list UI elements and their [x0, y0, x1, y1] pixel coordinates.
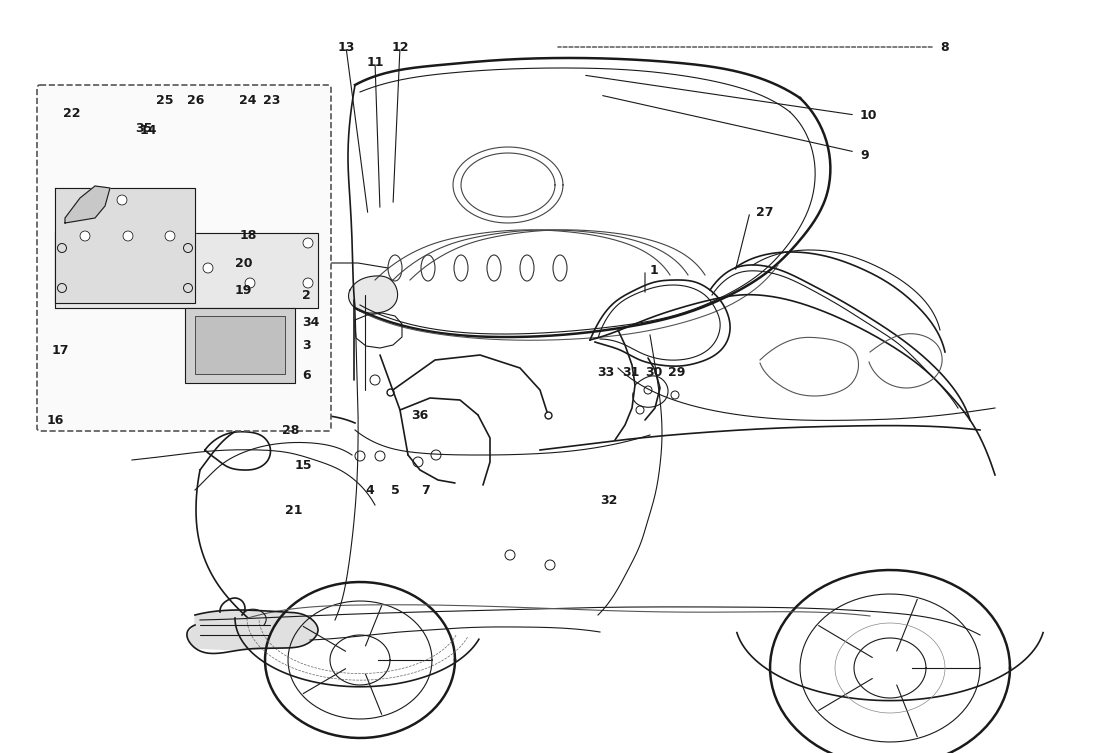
Text: 9: 9 [860, 148, 869, 161]
Circle shape [117, 195, 126, 205]
Circle shape [302, 238, 313, 248]
Text: 13: 13 [338, 41, 354, 53]
Bar [185, 308, 295, 383]
Text: 12: 12 [392, 41, 409, 53]
Circle shape [165, 231, 175, 241]
Text: 27: 27 [756, 206, 773, 218]
Text: 33: 33 [597, 365, 614, 379]
Polygon shape [350, 276, 396, 313]
Text: 21: 21 [285, 504, 303, 517]
Text: 26: 26 [187, 93, 205, 106]
Circle shape [370, 375, 379, 385]
Text: 15: 15 [295, 459, 312, 471]
Polygon shape [187, 610, 318, 650]
Text: 3: 3 [302, 339, 310, 352]
Text: 30: 30 [645, 365, 662, 379]
Circle shape [302, 278, 313, 288]
FancyBboxPatch shape [37, 85, 331, 431]
Text: 1: 1 [650, 264, 659, 276]
Text: 28: 28 [282, 423, 299, 437]
Text: 25: 25 [156, 93, 174, 106]
Text: 20: 20 [235, 257, 253, 270]
Circle shape [123, 231, 133, 241]
Text: 23: 23 [263, 93, 280, 106]
Text: 6: 6 [302, 368, 310, 382]
Text: 18: 18 [240, 228, 257, 242]
Text: 19: 19 [235, 283, 252, 297]
Circle shape [636, 406, 644, 414]
Circle shape [375, 451, 385, 461]
Text: 16: 16 [47, 413, 65, 426]
Circle shape [431, 450, 441, 460]
Text: 22: 22 [63, 106, 80, 120]
Text: 8: 8 [940, 41, 948, 53]
Circle shape [80, 231, 90, 241]
Text: 17: 17 [52, 343, 69, 356]
Polygon shape [55, 188, 195, 303]
Text: 10: 10 [860, 108, 878, 121]
Text: 31: 31 [621, 365, 639, 379]
Circle shape [544, 560, 556, 570]
Text: 34: 34 [302, 316, 319, 328]
Text: 7: 7 [420, 483, 429, 496]
Circle shape [671, 391, 679, 399]
Circle shape [245, 278, 255, 288]
Text: 29: 29 [668, 365, 685, 379]
Circle shape [644, 386, 652, 394]
Text: 5: 5 [390, 483, 399, 496]
Circle shape [355, 451, 365, 461]
Text: 35: 35 [135, 121, 153, 135]
Text: 32: 32 [600, 493, 617, 507]
Polygon shape [55, 233, 318, 308]
Circle shape [505, 550, 515, 560]
Text: 14: 14 [140, 123, 156, 136]
Circle shape [204, 263, 213, 273]
Text: 2: 2 [302, 288, 310, 301]
Text: 4: 4 [365, 483, 374, 496]
Text: 36: 36 [411, 408, 429, 422]
Polygon shape [65, 186, 110, 223]
Text: 11: 11 [366, 56, 384, 69]
Bar [195, 316, 285, 374]
Circle shape [412, 457, 424, 467]
Text: 24: 24 [240, 93, 256, 106]
